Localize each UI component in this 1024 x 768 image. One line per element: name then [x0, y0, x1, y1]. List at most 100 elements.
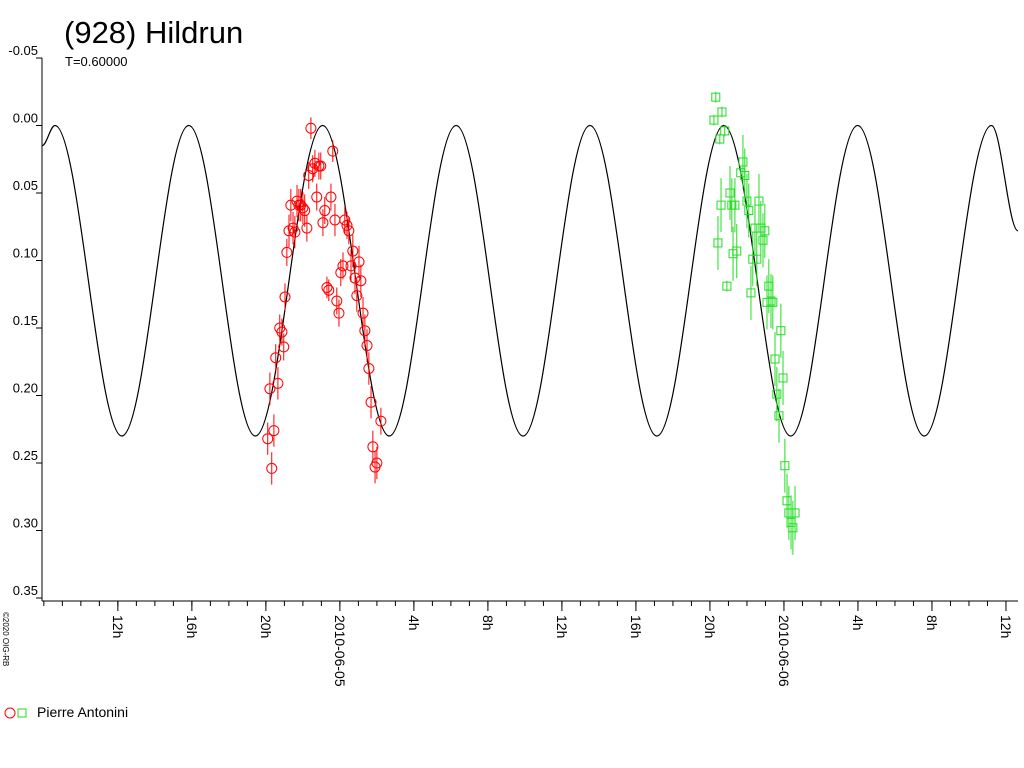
data-point — [281, 246, 293, 258]
data-point — [319, 205, 331, 217]
data-point — [311, 191, 323, 203]
data-point — [317, 217, 329, 229]
data-point — [315, 160, 327, 172]
data-point — [323, 284, 335, 296]
data-point — [740, 170, 750, 180]
data-point — [746, 288, 756, 298]
data-point — [738, 157, 748, 167]
x-tick-label: 20h — [702, 615, 718, 638]
data-point — [339, 214, 351, 226]
data-point — [333, 307, 345, 319]
x-tick-label: 20h — [258, 615, 274, 638]
y-tick-label: 0.05 — [13, 178, 38, 193]
data-point — [359, 325, 371, 337]
y-tick-label: 0.25 — [13, 448, 38, 463]
y-tick-label: 0.35 — [13, 583, 38, 598]
data-point — [297, 202, 309, 214]
data-point — [357, 307, 369, 319]
data-point — [307, 163, 319, 175]
data-point — [365, 396, 377, 408]
data-point — [341, 219, 353, 231]
data-point — [327, 145, 339, 157]
data-point — [337, 260, 349, 272]
data-point — [722, 281, 732, 291]
data-point — [772, 389, 782, 399]
chart-subtitle: T=0.60000 — [65, 54, 128, 69]
data-point — [744, 206, 754, 216]
x-tick-label: 12h — [110, 615, 126, 638]
data-point — [758, 235, 768, 245]
data-point — [715, 134, 725, 144]
legend-marker — [17, 708, 27, 718]
data-point — [732, 246, 742, 256]
data-point — [278, 341, 290, 353]
data-point — [289, 226, 301, 238]
data-point — [788, 523, 798, 533]
data-point — [711, 92, 721, 102]
y-tick-label: 0.15 — [13, 313, 38, 328]
data-point — [780, 461, 790, 471]
data-point — [272, 377, 284, 389]
data-point — [363, 363, 375, 374]
data-point — [770, 354, 780, 364]
data-point — [742, 196, 752, 206]
data-point — [754, 196, 764, 206]
data-point — [760, 226, 770, 236]
data-point — [720, 126, 730, 136]
data-point — [709, 115, 719, 125]
x-tick-label: 2010-06-05 — [332, 615, 348, 687]
data-point — [299, 205, 311, 217]
legend-marker — [4, 707, 16, 719]
data-point — [713, 238, 723, 248]
x-tick-label: 2010-06-06 — [776, 615, 792, 687]
data-point — [321, 282, 333, 293]
y-tick-label: 0.10 — [13, 246, 38, 261]
data-point — [301, 222, 313, 234]
y-tick-label: -0.05 — [8, 43, 38, 58]
data-point — [371, 457, 383, 469]
data-point — [367, 441, 379, 453]
data-point — [766, 296, 776, 306]
data-point — [716, 200, 726, 210]
data-point — [752, 254, 762, 264]
x-tick-label: 16h — [628, 615, 644, 638]
data-point — [343, 225, 355, 237]
data-point — [276, 326, 288, 338]
data-point — [730, 200, 740, 210]
data-point — [305, 122, 317, 134]
data-point — [717, 107, 727, 117]
data-point — [349, 272, 361, 284]
legend-label: Pierre Antonini — [37, 704, 128, 720]
data-point — [335, 267, 347, 279]
x-tick-label: 8h — [480, 615, 496, 631]
data-point — [355, 275, 367, 287]
model-curve — [41, 124, 1019, 437]
data-point — [279, 291, 291, 303]
credit: ©2020 OIG-RB — [1, 612, 10, 666]
data-point — [353, 256, 365, 268]
data-point — [347, 245, 359, 257]
data-point — [361, 340, 373, 352]
y-tick-label: 0.00 — [13, 111, 38, 126]
data-point — [268, 425, 280, 437]
data-point — [331, 295, 343, 307]
data-point — [262, 433, 274, 445]
x-tick-label: 16h — [184, 615, 200, 638]
data-point — [266, 462, 278, 474]
x-tick-label: 4h — [406, 615, 422, 631]
data-point — [725, 188, 735, 198]
y-tick-label: 0.30 — [13, 516, 38, 531]
data-point — [776, 326, 786, 336]
x-tick-label: 12h — [998, 615, 1014, 638]
x-tick-label: 8h — [924, 615, 940, 631]
data-point — [270, 352, 282, 364]
x-tick-label: 12h — [554, 615, 570, 638]
x-tick-label: 4h — [850, 615, 866, 631]
data-point — [325, 191, 337, 203]
data-point — [303, 169, 315, 181]
data-point — [768, 297, 778, 307]
data-point — [790, 508, 800, 518]
data-point — [351, 290, 363, 302]
